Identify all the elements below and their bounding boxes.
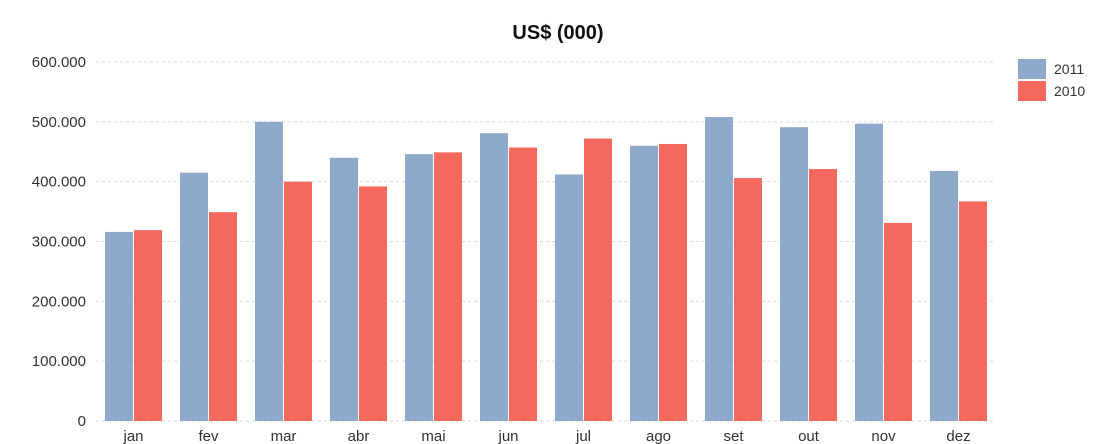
bar-2011-nov bbox=[855, 123, 883, 422]
x-tick-label: abr bbox=[348, 428, 370, 444]
bar-2011-mar bbox=[255, 121, 283, 421]
bar-2010-jul bbox=[584, 138, 612, 421]
bar-2010-out bbox=[809, 169, 837, 421]
x-tick-label: fev bbox=[198, 428, 219, 444]
legend-swatch-2011 bbox=[1018, 59, 1046, 79]
x-tick-label: out bbox=[798, 428, 820, 444]
bar-2010-nov bbox=[884, 222, 912, 421]
y-tick-label: 600.000 bbox=[32, 54, 86, 71]
bar-2010-mai bbox=[434, 152, 462, 421]
x-tick-label: jul bbox=[575, 428, 591, 444]
bar-2011-set bbox=[705, 117, 733, 422]
bars bbox=[105, 117, 987, 422]
x-tick-label: mai bbox=[421, 428, 445, 444]
bar-2010-jan bbox=[134, 230, 162, 421]
legend: 2011 2010 bbox=[1018, 59, 1085, 101]
x-tick-label: set bbox=[723, 428, 744, 444]
bar-2011-jan bbox=[105, 231, 133, 421]
y-tick-label: 400.000 bbox=[32, 174, 86, 191]
bar-2011-jul bbox=[555, 174, 583, 421]
bar-2010-fev bbox=[209, 212, 237, 421]
y-axis: 0 100.000 200.000 300.000 400.000 500.000 600.… bbox=[32, 54, 86, 430]
x-tick-label: nov bbox=[871, 428, 896, 444]
bar-2011-fev bbox=[180, 172, 208, 421]
bar-2011-jun bbox=[480, 133, 508, 421]
bar-2010-dez bbox=[959, 201, 987, 421]
bar-2010-jun bbox=[509, 147, 537, 422]
bar-2011-mai bbox=[405, 154, 433, 422]
x-tick-label: mar bbox=[271, 428, 297, 444]
y-tick-label: 100.000 bbox=[32, 353, 86, 370]
gridlines bbox=[96, 61, 996, 422]
x-tick-label: jun bbox=[497, 428, 518, 444]
y-tick-label: 300.000 bbox=[32, 234, 86, 251]
bar-2010-mar bbox=[284, 181, 312, 421]
legend-label: 2010 bbox=[1054, 83, 1085, 99]
bar-2011-ago bbox=[630, 145, 658, 421]
x-axis: jan fev mar abr mai jun jul ago set out nov dez bbox=[122, 428, 970, 444]
x-tick-label: jan bbox=[122, 428, 143, 444]
x-tick-label: ago bbox=[646, 428, 671, 444]
x-tick-label: dez bbox=[946, 428, 970, 444]
y-tick-label: 200.000 bbox=[32, 293, 86, 310]
bar-2011-out bbox=[780, 127, 808, 422]
chart-title: US$ (000) bbox=[512, 22, 603, 44]
legend-label: 2011 bbox=[1054, 61, 1084, 77]
y-tick-label: 500.000 bbox=[32, 114, 86, 131]
bar-2010-set bbox=[734, 178, 762, 421]
bar-2011-abr bbox=[330, 157, 358, 421]
legend-swatch-2010 bbox=[1018, 81, 1046, 101]
y-tick-label: 0 bbox=[78, 413, 86, 430]
bar-2011-dez bbox=[930, 170, 958, 421]
bar-2010-abr bbox=[359, 186, 387, 421]
bar-2010-ago bbox=[659, 143, 687, 421]
